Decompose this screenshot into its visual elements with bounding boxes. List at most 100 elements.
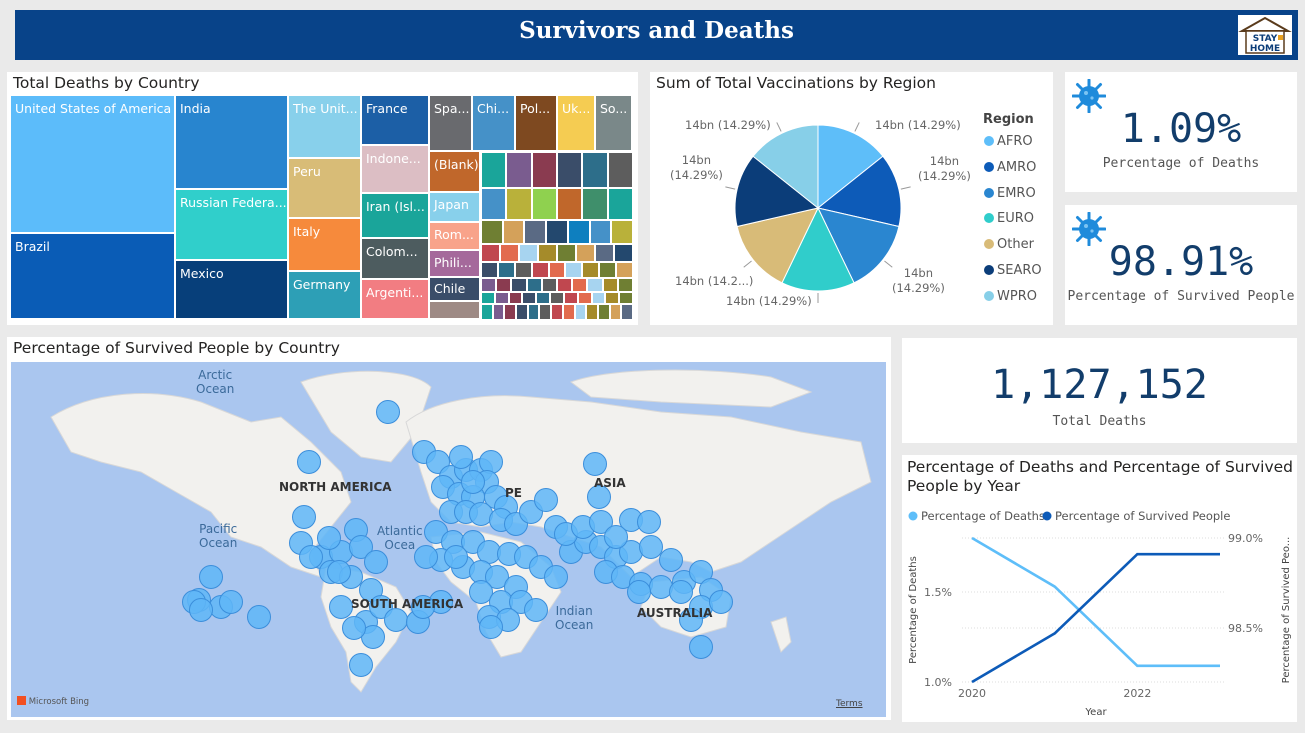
treemap-small-tile[interactable] <box>516 304 528 320</box>
treemap-small-tile[interactable] <box>481 152 507 188</box>
treemap-small-tile[interactable] <box>621 304 633 320</box>
treemap-small-tile[interactable] <box>591 292 606 304</box>
map-bubble[interactable] <box>583 452 607 476</box>
line-legend-item[interactable]: Percentage of Deaths <box>908 509 1045 523</box>
pie-slice-emro[interactable] <box>817 207 900 284</box>
map-bubble[interactable] <box>679 608 703 632</box>
pie-legend-item-other[interactable]: Other <box>984 237 1034 252</box>
treemap-small-tile[interactable] <box>589 220 612 244</box>
treemap-tile-spain[interactable]: Spa... <box>430 96 473 152</box>
treemap-small-tile[interactable] <box>616 262 633 278</box>
treemap-small-tile[interactable] <box>536 292 551 304</box>
treemap-tile-colombia[interactable]: Colom... <box>362 239 430 280</box>
treemap-small-tile[interactable] <box>577 292 592 304</box>
map-bubble[interactable] <box>449 445 473 469</box>
treemap-small-tile[interactable] <box>481 244 500 262</box>
treemap-small-tile[interactable] <box>481 188 507 220</box>
treemap-small-tile[interactable] <box>619 292 633 304</box>
map-bubble[interactable] <box>479 615 503 639</box>
treemap-small-tile[interactable] <box>514 262 532 278</box>
map-bubble[interactable] <box>189 598 213 622</box>
treemap-small-tile[interactable] <box>531 152 557 188</box>
treemap-small-tile[interactable] <box>481 262 498 278</box>
treemap-tile-russia[interactable]: Russian Federa... <box>176 190 289 261</box>
treemap-small-tile[interactable] <box>541 278 557 292</box>
treemap-tile-argentina[interactable]: Argenti... <box>362 280 430 320</box>
treemap-small-tile[interactable] <box>609 304 622 320</box>
treemap-small-tile[interactable] <box>481 304 493 320</box>
line-chart[interactable]: Percentage of Deaths Percentage of Surviv… <box>902 455 1297 722</box>
treemap-small-tile[interactable] <box>506 188 532 220</box>
map-bubbles[interactable] <box>11 362 886 717</box>
treemap-small-tile[interactable] <box>504 304 517 320</box>
map-bubble[interactable] <box>534 488 558 512</box>
map-bubble[interactable] <box>587 485 611 509</box>
map-bubble[interactable] <box>414 545 438 569</box>
treemap-tile-blank[interactable]: (Blank) <box>430 152 481 193</box>
map-bubble[interactable] <box>376 400 400 424</box>
map-terms-link[interactable]: Terms <box>836 699 863 709</box>
pie-legend-item-wpro[interactable]: WPRO <box>984 289 1037 304</box>
treemap-tile-france[interactable]: France <box>362 96 430 146</box>
map-bubble[interactable] <box>317 526 341 550</box>
treemap-small-tile[interactable] <box>617 278 633 292</box>
treemap-small-tile[interactable] <box>550 292 564 304</box>
pie-slice-amro[interactable] <box>816 155 902 228</box>
treemap-small-tile[interactable] <box>519 244 538 262</box>
treemap-small-tile[interactable] <box>500 244 519 262</box>
treemap-small-tile[interactable] <box>531 262 549 278</box>
treemap-small-tile[interactable] <box>582 188 608 220</box>
treemap-small-tile[interactable] <box>538 244 557 262</box>
treemap-small-tile[interactable] <box>506 152 532 188</box>
treemap-small-tile[interactable] <box>531 188 557 220</box>
treemap-small-tile[interactable] <box>574 304 587 320</box>
map-area[interactable]: Arctic Ocean Pacific Ocean Atlantic Ocea In… <box>11 362 886 717</box>
treemap-tile-mexico[interactable]: Mexico <box>176 261 289 320</box>
treemap-small-tile[interactable] <box>481 220 503 244</box>
treemap-small-tile[interactable] <box>497 262 515 278</box>
pie-slice-wpro[interactable] <box>752 124 819 210</box>
treemap-small-tile[interactable] <box>605 292 620 304</box>
treemap-small-tile[interactable] <box>602 278 618 292</box>
treemap-small-tile[interactable] <box>607 188 633 220</box>
pie-legend-item-amro[interactable]: AMRO <box>984 160 1036 175</box>
map-bubble[interactable] <box>219 590 243 614</box>
treemap-tile-japan[interactable]: Japan <box>430 193 481 223</box>
treemap-small-tile[interactable] <box>511 278 527 292</box>
pie-slice-searo[interactable] <box>734 155 820 228</box>
treemap-tile-uk[interactable]: The Unit... <box>289 96 362 159</box>
treemap-small-tile[interactable] <box>557 278 573 292</box>
map-bubble[interactable] <box>292 505 316 529</box>
treemap-tile-indonesia[interactable]: Indone... <box>362 146 430 194</box>
map-bubble[interactable] <box>327 560 351 584</box>
map-bubble[interactable] <box>384 608 408 632</box>
treemap-small-tile[interactable] <box>524 220 547 244</box>
map-bubble[interactable] <box>411 595 435 619</box>
treemap-tile-small[interactable] <box>430 302 481 320</box>
treemap-tile-peru[interactable]: Peru <box>289 159 362 219</box>
map-bubble[interactable] <box>544 565 568 589</box>
treemap-small-tile[interactable] <box>527 304 540 320</box>
treemap-tile-romania[interactable]: Rom... <box>430 223 481 251</box>
map-bubble[interactable] <box>364 550 388 574</box>
treemap-small-tile[interactable] <box>551 304 563 320</box>
treemap-small-tile[interactable] <box>586 304 598 320</box>
treemap-small-tile[interactable] <box>567 220 590 244</box>
treemap-tile-poland[interactable]: Pol... <box>516 96 558 152</box>
treemap-small-tile[interactable] <box>557 244 576 262</box>
treemap-small-tile[interactable] <box>611 220 633 244</box>
treemap-small-tile[interactable] <box>582 262 600 278</box>
treemap-small-tile[interactable] <box>502 220 525 244</box>
treemap-small-tile[interactable] <box>526 278 542 292</box>
treemap-small-tile[interactable] <box>562 304 575 320</box>
treemap-small-tile[interactable] <box>548 262 566 278</box>
treemap-small-tile[interactable] <box>587 278 603 292</box>
map-bubble[interactable] <box>461 470 485 494</box>
pie-legend-item-searo[interactable]: SEARO <box>984 263 1042 278</box>
treemap-tile-philippines[interactable]: Phili... <box>430 251 481 278</box>
treemap-small-tiles[interactable] <box>481 152 633 320</box>
treemap-small-tile[interactable] <box>539 304 552 320</box>
treemap-tile-southafrica[interactable]: So... <box>596 96 633 152</box>
treemap-small-tile[interactable] <box>557 152 583 188</box>
series-line[interactable] <box>971 536 1220 668</box>
